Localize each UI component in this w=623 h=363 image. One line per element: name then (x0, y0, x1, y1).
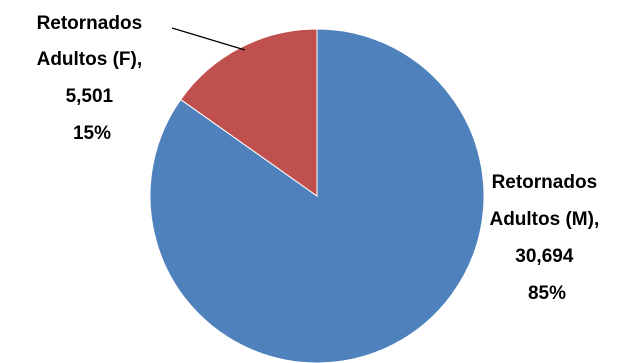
slice-label-female-value: 5,501 (66, 86, 114, 107)
pie-slices (149, 28, 485, 363)
slice-label-female-line2: Adultos (F), (37, 49, 143, 70)
label-leader-line (171, 27, 246, 51)
slice-label-male-line2: Adultos (M), (489, 209, 599, 230)
slice-label-male-percent: 85% (528, 283, 566, 304)
pie-slice-female (179, 28, 318, 197)
data-labels: Retornados Adultos (F), 5,501 15% Retorn… (37, 13, 604, 304)
slice-label-female-line1: Retornados (37, 13, 143, 34)
slice-label-male-line1: Retornados (492, 172, 598, 193)
slice-label-male: Retornados Adultos (M), 30,694 85% (489, 172, 604, 304)
slice-label-male-value: 30,694 (515, 246, 574, 267)
slice-label-female: Retornados Adultos (F), 5,501 15% (37, 13, 148, 144)
slice-label-female-percent: 15% (73, 123, 111, 144)
